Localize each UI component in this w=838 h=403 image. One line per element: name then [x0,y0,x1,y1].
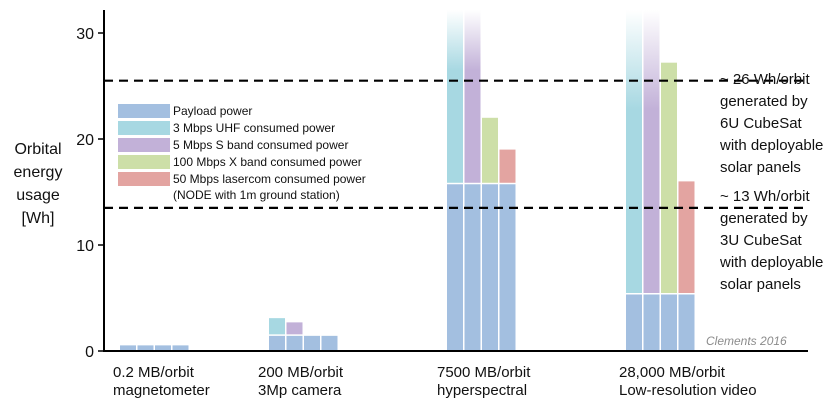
bar-payload-cat2-0 [447,183,463,351]
legend-swatch-payload [118,103,170,118]
bar-lasercom-cat2 [499,149,516,184]
category-label-camera: 200 MB/orbit 3Mp camera [258,364,344,399]
bar-payload-cat3-3 [678,293,695,351]
bar-xband-cat2 [482,117,498,184]
bar-payload-cat0-3 [172,344,189,351]
bar-uhf-cat3 [626,10,642,294]
bar-uhf-cat1 [269,318,285,336]
legend-item-sband: 5 Mbps S band consumed power [118,136,366,153]
y-tick-label-30: 30 [76,26,94,43]
y-tick-label-20: 20 [76,132,94,149]
legend-swatch-lasercom [118,171,170,186]
legend-swatch-sband [118,137,170,152]
bar-payload-cat1-1 [286,335,303,351]
credit-text: Clements 2016 [706,334,787,348]
annotation-3u-cubesat: ~ 13 Wh/orbit generated by 3U CubeSat wi… [720,188,824,293]
legend-note: (NODE with 1m ground station) [173,188,340,202]
category-label-hyperspectral: 7500 MB/orbit hyperspectral [437,364,531,399]
category-label-video: 28,000 MB/orbit Low-resolution video [619,364,757,399]
bar-payload-cat0-0 [120,344,136,351]
bar-uhf-cat2 [447,10,463,184]
bar-payload-cat1-0 [269,335,285,351]
category-label-magnetometer: 0.2 MB/orbit magnetometer [113,364,210,399]
y-tick-label-10: 10 [76,238,94,255]
bar-payload-cat2-1 [464,183,481,351]
bar-xband-cat3 [661,62,677,294]
bar-payload-cat0-2 [155,344,171,351]
bar-sband-cat3 [643,10,660,294]
legend-label-sband: 5 Mbps S band consumed power [173,137,349,152]
legend-item-lasercom: 50 Mbps lasercom consumed power [118,170,366,187]
bar-payload-cat1-3 [321,335,338,351]
legend-label-lasercom: 50 Mbps lasercom consumed power [173,171,366,186]
bar-sband-cat1 [286,322,303,336]
bar-payload-cat0-1 [137,344,154,351]
legend-item-uhf: 3 Mbps UHF consumed power [118,119,366,136]
bar-payload-cat2-3 [499,183,516,351]
bar-sband-cat2 [464,10,481,184]
legend-label-uhf: 3 Mbps UHF consumed power [173,120,336,135]
annotation-6u-cubesat: ~ 26 Wh/orbit generated by 6U CubeSat wi… [720,71,824,176]
bar-payload-cat1-2 [304,335,320,351]
legend-label-xband: 100 Mbps X band consumed power [173,154,362,169]
legend-swatch-xband [118,154,170,169]
legend-label-payload: Payload power [173,103,253,118]
legend-swatch-uhf [118,120,170,135]
legend: Payload power 3 Mbps UHF consumed power … [118,102,366,203]
bar-lasercom-cat3 [678,181,695,294]
legend-item-xband: 100 Mbps X band consumed power [118,153,366,170]
y-tick-label-0: 0 [85,344,94,361]
legend-item-payload: Payload power [118,102,366,119]
bar-payload-cat2-2 [482,183,498,351]
bar-payload-cat3-2 [661,293,677,351]
y-axis-label: Orbital energy usage [Wh] [13,141,63,227]
bar-payload-cat3-1 [643,293,660,351]
bar-payload-cat3-0 [626,293,642,351]
